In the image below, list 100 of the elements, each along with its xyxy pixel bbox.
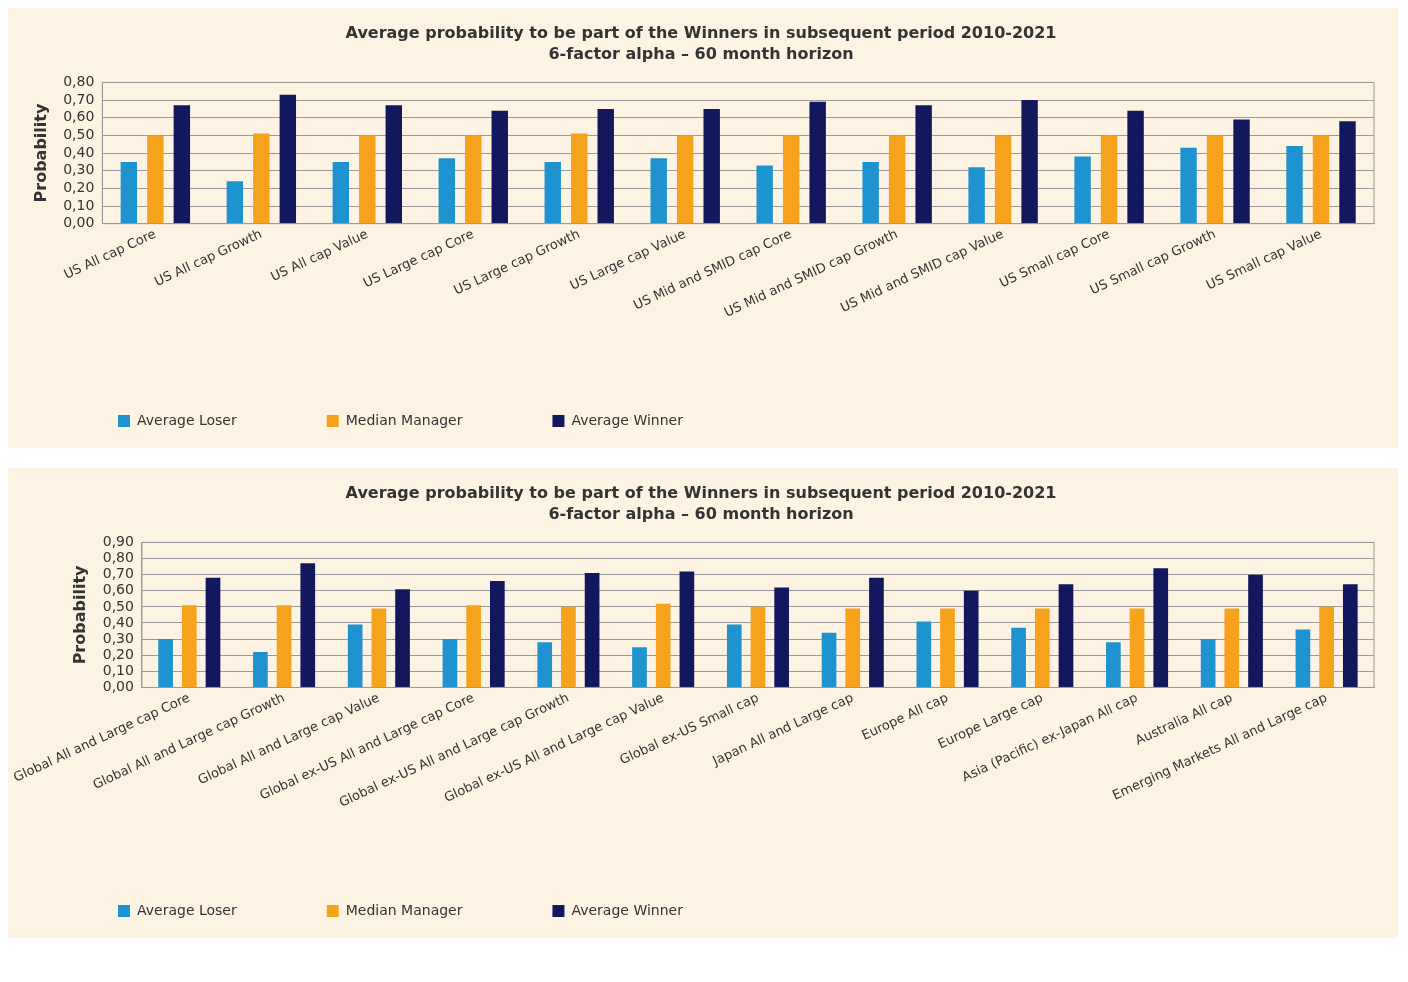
bar xyxy=(597,108,614,224)
bar xyxy=(888,135,906,224)
legend-label: Average Winner xyxy=(571,901,684,918)
chart-title: Average probability to be part of the Winners in subsequent period 2010-2021 xyxy=(345,22,1057,42)
bar xyxy=(438,158,455,224)
bar xyxy=(862,161,879,224)
bar xyxy=(1021,100,1038,224)
bar xyxy=(679,571,695,687)
y-tick-label: 0,70 xyxy=(102,565,134,582)
legend-label: Average Loser xyxy=(137,901,237,918)
bar xyxy=(385,105,402,224)
bar xyxy=(226,181,244,224)
y-tick-label: 0,30 xyxy=(102,629,134,646)
bar xyxy=(1127,110,1144,224)
bar xyxy=(489,581,505,687)
bar xyxy=(465,135,482,224)
bar xyxy=(703,108,720,224)
y-tick-label: 0,40 xyxy=(63,143,95,160)
y-axis-title: Probability xyxy=(30,103,50,203)
bar xyxy=(1339,121,1356,224)
bar xyxy=(726,624,742,687)
legend-label: Average Winner xyxy=(571,411,684,428)
bar xyxy=(491,110,508,224)
bar xyxy=(147,135,164,224)
bar xyxy=(1106,642,1121,687)
y-tick-label: 0,10 xyxy=(63,196,95,213)
bar xyxy=(205,577,221,687)
bar xyxy=(359,135,376,224)
y-tick-label: 0,60 xyxy=(102,581,134,598)
y-tick-label: 0,20 xyxy=(102,645,134,662)
bar xyxy=(253,652,268,687)
bar xyxy=(466,605,481,687)
chart-subtitle: 6-factor alpha – 60 month horizon xyxy=(548,503,854,523)
y-tick-label: 0,70 xyxy=(63,90,95,107)
bar xyxy=(1233,119,1250,224)
bar xyxy=(940,608,955,687)
bar xyxy=(561,606,576,687)
legend-label: Average Loser xyxy=(137,411,237,428)
bar xyxy=(1286,145,1303,224)
y-tick-label: 0,60 xyxy=(63,108,95,125)
bar xyxy=(544,161,561,224)
y-tick-label: 0,50 xyxy=(102,597,134,614)
bar xyxy=(821,632,837,687)
chart-subtitle: 6-factor alpha – 60 month horizon xyxy=(548,43,854,63)
bar xyxy=(395,589,410,687)
bar xyxy=(1180,147,1197,224)
bar xyxy=(300,563,316,687)
bar xyxy=(181,605,197,687)
bar xyxy=(1295,629,1311,687)
bar xyxy=(1200,639,1216,687)
y-tick-label: 0,00 xyxy=(63,214,95,231)
bar xyxy=(782,135,800,224)
bar xyxy=(1011,627,1026,687)
y-tick-label: 0,00 xyxy=(102,678,134,695)
bar xyxy=(750,606,766,687)
bar xyxy=(994,135,1012,224)
bar xyxy=(371,608,387,687)
bar xyxy=(279,94,297,224)
bar xyxy=(963,590,979,687)
bar xyxy=(1074,156,1091,224)
bar xyxy=(571,133,588,224)
bar xyxy=(347,624,363,687)
bar xyxy=(1129,608,1145,687)
bar xyxy=(253,133,270,224)
y-tick-label: 0,10 xyxy=(102,661,134,678)
y-tick-label: 0,20 xyxy=(63,179,95,196)
bar xyxy=(158,639,173,687)
bar xyxy=(1058,584,1074,687)
bar xyxy=(1224,608,1240,687)
bar xyxy=(676,135,694,224)
bar xyxy=(332,161,350,224)
bar xyxy=(632,647,647,687)
y-tick-label: 0,50 xyxy=(63,126,95,143)
bar xyxy=(916,621,932,687)
bar xyxy=(774,587,789,687)
y-tick-label: 0,80 xyxy=(102,549,134,566)
bar xyxy=(1248,574,1263,687)
bar xyxy=(1319,606,1334,687)
bar xyxy=(655,603,671,687)
bar xyxy=(442,639,458,687)
y-axis-title: Probability xyxy=(70,564,90,665)
bar xyxy=(1153,568,1169,687)
bar xyxy=(756,165,773,224)
bar xyxy=(650,158,667,224)
bar xyxy=(1100,135,1118,224)
bar xyxy=(869,577,884,687)
bar xyxy=(845,608,861,687)
bar xyxy=(276,605,292,687)
y-tick-label: 0,30 xyxy=(63,161,95,178)
bar xyxy=(537,642,553,687)
bar xyxy=(1312,135,1330,224)
bar xyxy=(173,105,191,224)
bar xyxy=(968,167,985,224)
bar xyxy=(915,105,932,224)
bar xyxy=(1034,608,1050,687)
bar xyxy=(120,161,138,224)
y-tick-label: 0,90 xyxy=(102,533,134,550)
legend-label: Median Manager xyxy=(345,901,463,918)
bar xyxy=(809,101,826,224)
bar xyxy=(584,573,600,687)
